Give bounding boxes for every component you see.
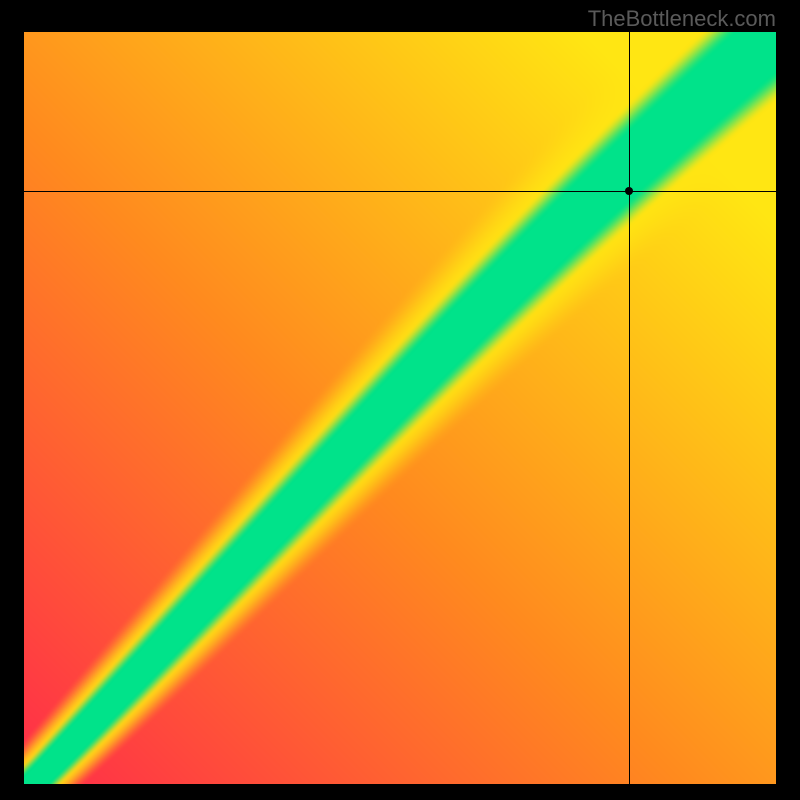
crosshair-marker	[625, 187, 633, 195]
crosshair-vertical	[629, 32, 630, 784]
chart-frame: TheBottleneck.com	[0, 0, 800, 800]
bottleneck-heatmap	[24, 32, 776, 784]
watermark-text: TheBottleneck.com	[588, 6, 776, 32]
crosshair-horizontal	[24, 191, 776, 192]
